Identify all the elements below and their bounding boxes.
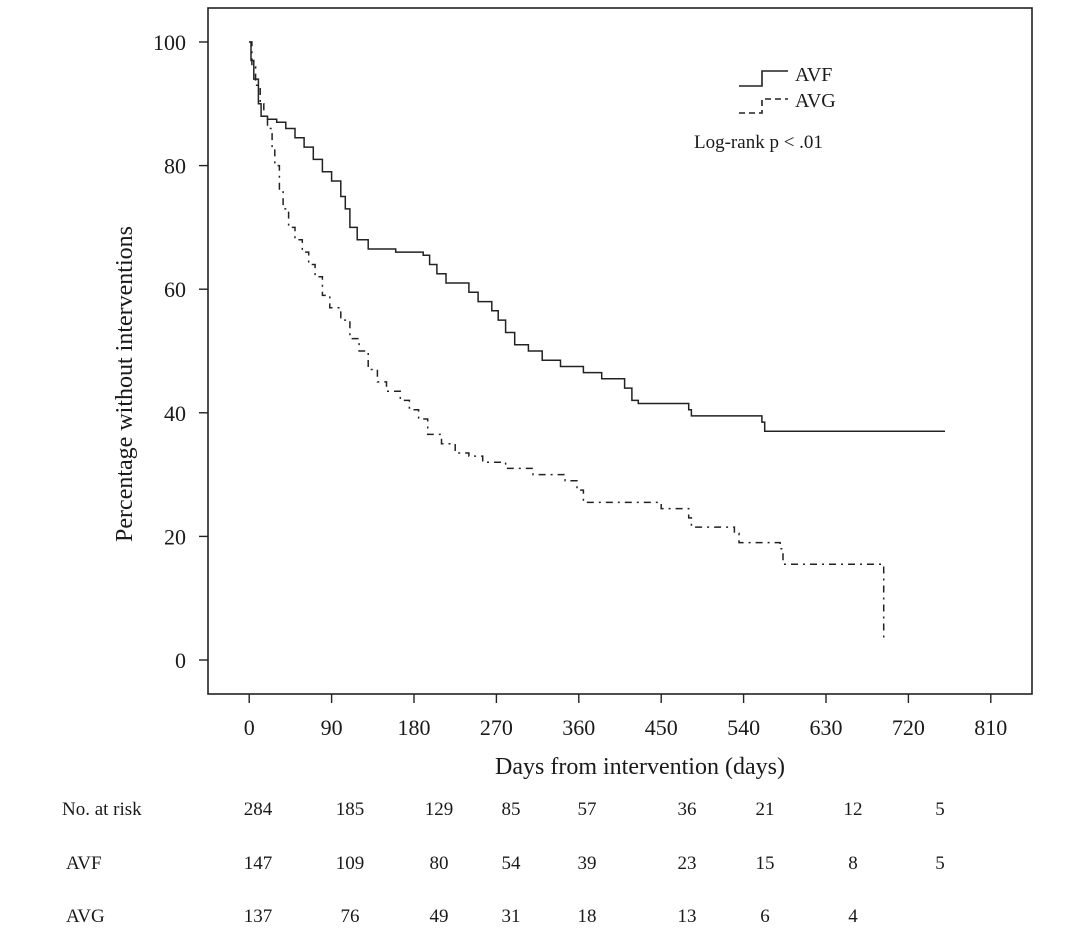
risk-value: 284 [244, 799, 273, 820]
y-tick-label: 80 [164, 154, 186, 179]
risk-value: 18 [578, 906, 597, 927]
risk-value: 6 [760, 906, 770, 927]
risk-value: 31 [502, 906, 521, 927]
x-axis-title: Days from intervention (days) [495, 754, 785, 780]
legend-label-avf: AVF [795, 64, 832, 86]
x-tick-label: 630 [810, 715, 843, 740]
risk-value: 109 [336, 853, 365, 874]
x-tick-label: 0 [244, 715, 255, 740]
risk-row-label: AVG [66, 906, 105, 927]
risk-value: 137 [244, 906, 273, 927]
y-tick-label: 100 [153, 30, 186, 55]
risk-value: 76 [341, 906, 360, 927]
risk-value: 21 [756, 799, 775, 820]
x-tick-label: 810 [974, 715, 1007, 740]
risk-value: 57 [578, 799, 597, 820]
risk-value: 36 [678, 799, 697, 820]
risk-value: 80 [430, 853, 449, 874]
risk-value: 15 [756, 853, 775, 874]
legend-avf-line [739, 70, 788, 87]
x-tick-label: 450 [645, 715, 678, 740]
x-axis: 0 90 180 270 360 450 540 630 720 810 [244, 694, 1007, 740]
risk-row-label: No. at risk [62, 799, 142, 820]
logrank-annotation: Log-rank p < .01 [694, 132, 823, 153]
risk-value: 23 [678, 853, 697, 874]
y-tick-label: 0 [175, 648, 186, 673]
legend: AVF AVG [739, 64, 836, 114]
risk-value: 5 [935, 853, 945, 874]
y-axis: 0 20 40 60 80 100 [153, 30, 208, 673]
x-tick-label: 540 [727, 715, 760, 740]
series-line-avg [249, 41, 885, 642]
x-tick-label: 360 [562, 715, 595, 740]
risk-value: 147 [244, 853, 273, 874]
legend-avg-line [739, 98, 788, 114]
risk-row-label: AVF [66, 853, 102, 874]
plot-frame [207, 7, 1033, 695]
risk-value: 54 [502, 853, 522, 874]
risk-value: 5 [935, 799, 945, 820]
series-layer [249, 41, 945, 642]
x-tick-label: 180 [398, 715, 431, 740]
risk-value: 49 [430, 906, 449, 927]
x-tick-label: 270 [480, 715, 513, 740]
risk-value: 4 [848, 906, 858, 927]
x-tick-label: 90 [321, 715, 343, 740]
risk-value: 8 [848, 853, 858, 874]
y-tick-label: 40 [164, 401, 186, 426]
y-axis-title: Percentage without interventions [112, 226, 138, 542]
risk-value: 12 [844, 799, 863, 820]
y-tick-label: 20 [164, 524, 186, 549]
risk-value: 13 [678, 906, 697, 927]
risk-value: 85 [502, 799, 521, 820]
series-line-avf [249, 41, 945, 433]
risk-value: 39 [578, 853, 597, 874]
risk-value: 129 [425, 799, 454, 820]
legend-label-avg: AVG [795, 90, 836, 112]
y-tick-label: 60 [164, 277, 186, 302]
risk-value: 185 [336, 799, 365, 820]
x-tick-label: 720 [892, 715, 925, 740]
